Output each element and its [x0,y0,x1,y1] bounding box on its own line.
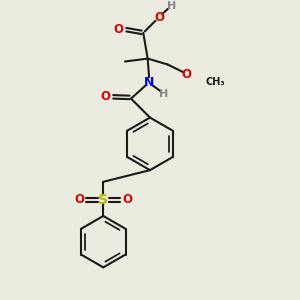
Text: O: O [100,90,111,103]
Text: O: O [74,194,84,206]
Text: S: S [98,193,108,207]
Text: N: N [144,76,154,89]
Text: O: O [154,11,164,24]
Text: O: O [122,194,132,206]
Text: O: O [114,23,124,36]
Text: O: O [182,68,191,81]
Text: H: H [167,1,176,11]
Text: CH₃: CH₃ [206,77,225,87]
Text: H: H [159,89,168,99]
